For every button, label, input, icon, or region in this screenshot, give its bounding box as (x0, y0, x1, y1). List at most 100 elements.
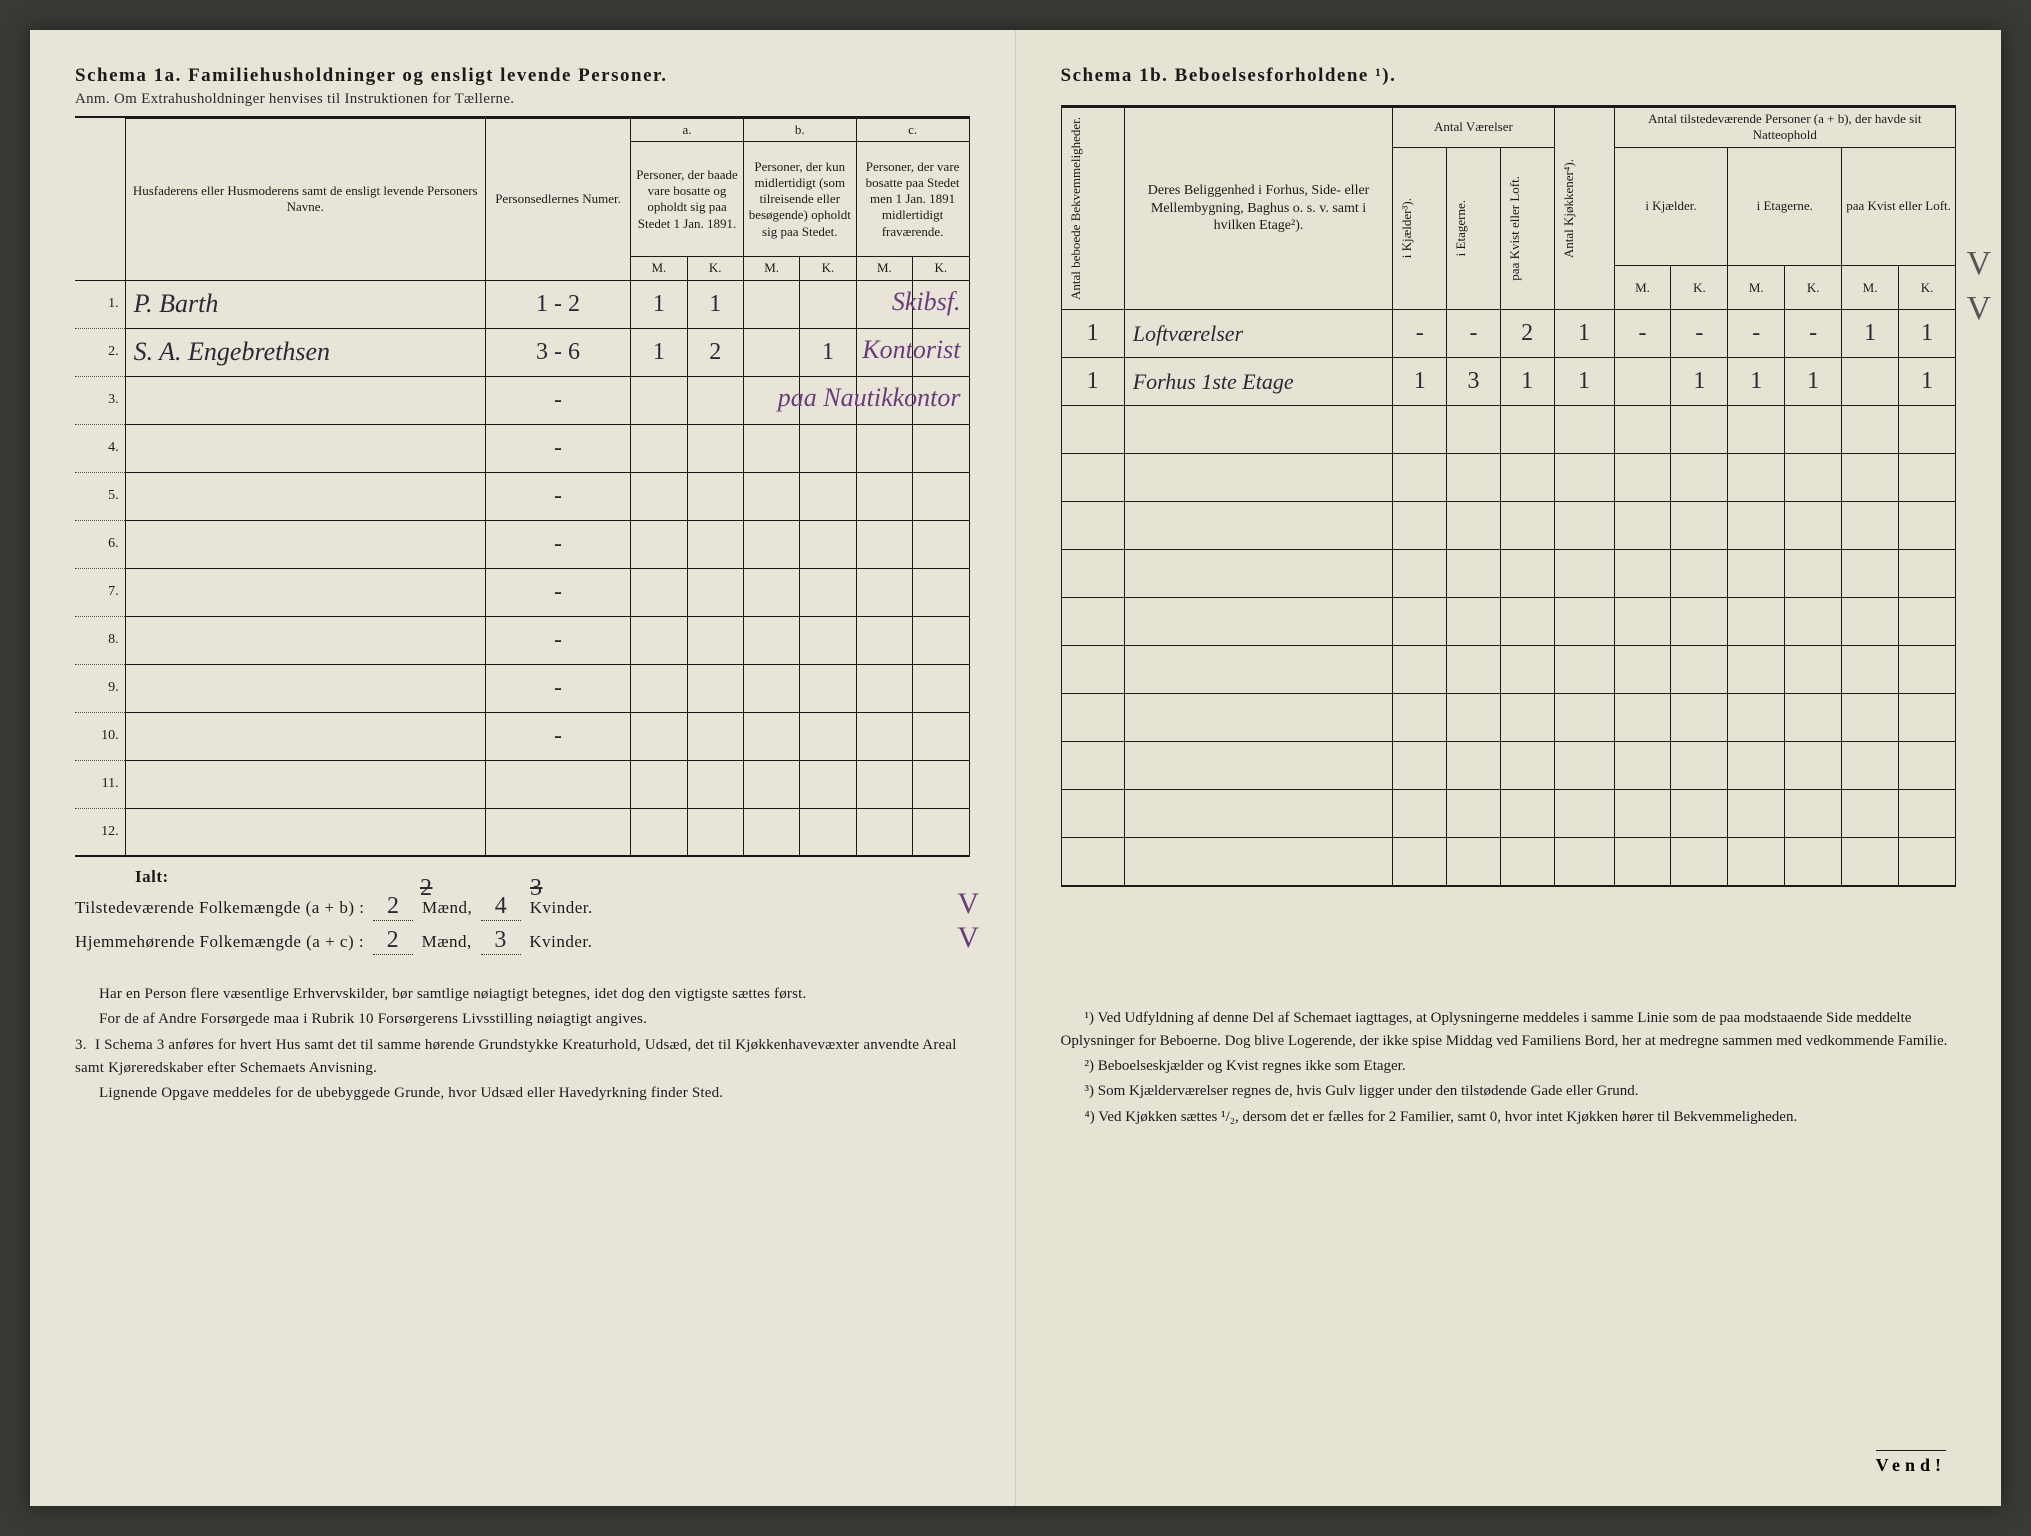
person-num: 1 - 2 (485, 280, 630, 328)
name-cell (125, 664, 485, 712)
ialt-label: Ialt: (135, 867, 970, 887)
table-row: 5. - (75, 472, 969, 520)
margin-check-icon: V (1966, 290, 1991, 328)
footnote-4: ⁴) Ved Kjøkken sættes ¹/₂, dersom det er… (1061, 1106, 1957, 1129)
table-row (1061, 598, 1956, 646)
beliggenhed-cell (1124, 502, 1393, 550)
col-c-header: Personer, der vare bosatte paa Stedet me… (856, 142, 969, 257)
vend-label: Vend! (1876, 1450, 1946, 1476)
person-num: - (485, 568, 630, 616)
name-cell (125, 808, 485, 856)
beliggenhed-cell (1124, 838, 1393, 886)
table-row: 12. (75, 808, 969, 856)
person-num (485, 760, 630, 808)
row-number: 8. (75, 616, 125, 664)
person-num: - (485, 712, 630, 760)
table-row: 11. (75, 760, 969, 808)
footnote-p3: 3.I Schema 3 anføres for hvert Hus samt … (75, 1034, 970, 1081)
header-person-num: Personsedlernes Numer. (485, 119, 630, 281)
row-number: 1. (75, 280, 125, 328)
col-b-header: Personer, der kun midlertidigt (som tilr… (743, 142, 856, 257)
beliggenhed-cell (1124, 406, 1393, 454)
row-number: 12. (75, 808, 125, 856)
table-row (1061, 742, 1956, 790)
name-cell (125, 760, 485, 808)
beliggenhed-cell (1124, 550, 1393, 598)
table-row: 1 Loftværelser - - 2 1 - - - - 1 1 (1061, 310, 1956, 358)
header-antal-vaerelser: Antal Værelser (1393, 108, 1554, 148)
schema-1b-table: Antal beboede Bekvemmeligheder. Deres Be… (1061, 107, 1957, 887)
footnote-1: ¹) Ved Udfyldning af denne Del af Schema… (1061, 1007, 1957, 1054)
totals-block: Ialt: Tilstedeværende Folkemængde (a + b… (75, 867, 970, 955)
table-row (1061, 694, 1956, 742)
table-row: 1 Forhus 1ste Etage 1 3 1 1 1 1 1 1 (1061, 358, 1956, 406)
annotation: paa Nautikkontor (778, 383, 961, 413)
row-number: 9. (75, 664, 125, 712)
footnote-p1: Har en Person flere væsentlige Erhvervsk… (75, 983, 970, 1006)
annotation: Kontorist (862, 335, 960, 365)
header-antal-bekv: Antal beboede Bekvemmeligheder. (1066, 111, 1086, 306)
person-num: - (485, 616, 630, 664)
table-row (1061, 406, 1956, 454)
table-row: 2. S. A. Engebrethsen 3 - 6 1 2 1 Kontor… (75, 328, 969, 376)
schema-1a-title: Schema 1a. Familiehusholdninger og ensli… (75, 65, 970, 87)
table-row: 6. - (75, 520, 969, 568)
table-row: 4. - (75, 424, 969, 472)
beliggenhed-cell (1124, 790, 1393, 838)
checkmark-icon: V (957, 921, 979, 955)
col-a-header: Personer, der baade vare bosatte og opho… (631, 142, 744, 257)
person-num: - (485, 472, 630, 520)
schema-1a-table: Husfaderens eller Husmoderens samt de en… (75, 118, 970, 857)
beliggenhed-cell: Forhus 1ste Etage (1124, 358, 1393, 406)
row-number: 11. (75, 760, 125, 808)
row-number: 6. (75, 520, 125, 568)
person-num: - (485, 376, 630, 424)
table-row (1061, 454, 1956, 502)
schema-1b-title: Schema 1b. Beboelsesforholdene ¹). (1061, 65, 1957, 87)
schema-1b: Schema 1b. Beboelsesforholdene ¹). Antal… (1016, 30, 2002, 1506)
person-num: - (485, 664, 630, 712)
person-num: - (485, 520, 630, 568)
checkmark-icon: V (957, 887, 979, 921)
name-cell (125, 616, 485, 664)
schema-1a: Schema 1a. Familiehusholdninger og ensli… (30, 30, 1016, 1506)
header-antal-kjokkener: Antal Kjøkkener⁴). (1559, 153, 1579, 264)
table-row: 9. - (75, 664, 969, 712)
header-antal-personer: Antal tilstedeværende Personer (a + b), … (1614, 108, 1955, 148)
name-cell (125, 472, 485, 520)
header-beliggenhed: Deres Beliggenhed i Forhus, Side- eller … (1124, 108, 1393, 310)
person-num: - (485, 424, 630, 472)
col-b-label: b. (743, 119, 856, 142)
table-row (1061, 502, 1956, 550)
totals-line-2: Hjemmehørende Folkemængde (a + c) : 2 Mæ… (75, 927, 970, 955)
beliggenhed-cell (1124, 646, 1393, 694)
annotation: Skibsf. (892, 287, 961, 317)
footnote-p4: Lignende Opgave meddeles for de ubebygge… (75, 1082, 970, 1105)
name-cell (125, 712, 485, 760)
totals-line-1: Tilstedeværende Folkemængde (a + b) : 2 … (75, 893, 970, 921)
row-number: 5. (75, 472, 125, 520)
row-number: 3. (75, 376, 125, 424)
name-cell: S. A. Engebrethsen (125, 328, 485, 376)
name-cell (125, 424, 485, 472)
beliggenhed-cell (1124, 742, 1393, 790)
footnote-p2: For de af Andre Forsørgede maa i Rubrik … (75, 1008, 970, 1031)
col-a-label: a. (631, 119, 744, 142)
table-row (1061, 838, 1956, 886)
census-form-page: Schema 1a. Familiehusholdninger og ensli… (30, 30, 2001, 1506)
left-footnotes: Har en Person flere væsentlige Erhvervsk… (75, 983, 970, 1105)
beliggenhed-cell: Loftværelser (1124, 310, 1393, 358)
table-row: 1. P. Barth 1 - 2 1 1 Skibsf. (75, 280, 969, 328)
name-cell (125, 376, 485, 424)
header-name: Husfaderens eller Husmoderens samt de en… (125, 119, 485, 281)
name-cell (125, 568, 485, 616)
name-cell: P. Barth (125, 280, 485, 328)
beliggenhed-cell (1124, 598, 1393, 646)
beliggenhed-cell (1124, 454, 1393, 502)
beliggenhed-cell (1124, 694, 1393, 742)
row-number: 4. (75, 424, 125, 472)
table-row (1061, 646, 1956, 694)
table-row: 7. - (75, 568, 969, 616)
row-number: 7. (75, 568, 125, 616)
person-num (485, 808, 630, 856)
